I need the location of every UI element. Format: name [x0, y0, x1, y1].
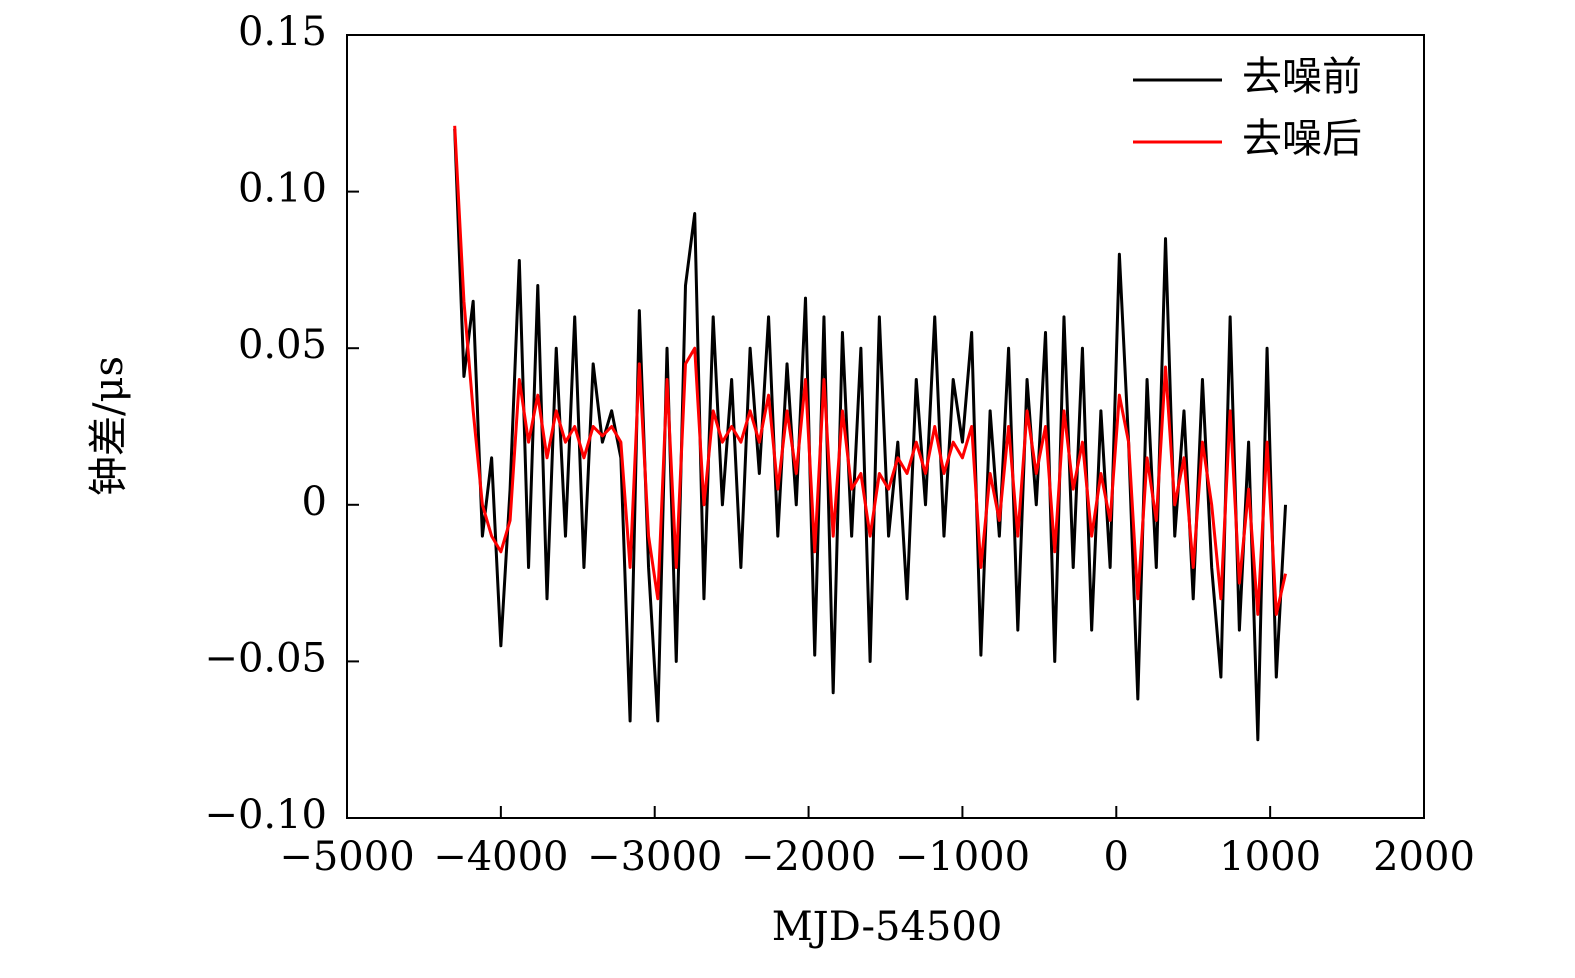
- y-axis-label: 钟差/μs: [86, 356, 132, 496]
- x-tick-label: −1000: [895, 834, 1030, 880]
- legend-label: 去噪前: [1242, 54, 1362, 100]
- x-tick-label: 2000: [1373, 834, 1475, 880]
- x-tick-label: 0: [1104, 834, 1129, 880]
- series-line: [453, 128, 1288, 742]
- y-tick-label: 0.05: [238, 322, 327, 368]
- series-line: [453, 125, 1287, 616]
- x-tick-label: −2000: [741, 834, 876, 880]
- x-tick-label: −4000: [433, 834, 568, 880]
- legend-label: 去噪后: [1242, 116, 1362, 162]
- y-tick-label: −0.10: [204, 792, 327, 838]
- x-tick-label: −5000: [279, 834, 414, 880]
- y-tick-label: 0: [302, 479, 327, 525]
- x-axis-label: MJD-54500: [772, 904, 1003, 950]
- x-tick-label: 1000: [1219, 834, 1321, 880]
- y-tick-label: 0.15: [238, 9, 327, 55]
- y-tick-label: −0.05: [204, 635, 327, 681]
- x-tick-label: −3000: [587, 834, 722, 880]
- plot-frame: [346, 34, 1425, 819]
- y-tick-label: 0.10: [238, 166, 327, 212]
